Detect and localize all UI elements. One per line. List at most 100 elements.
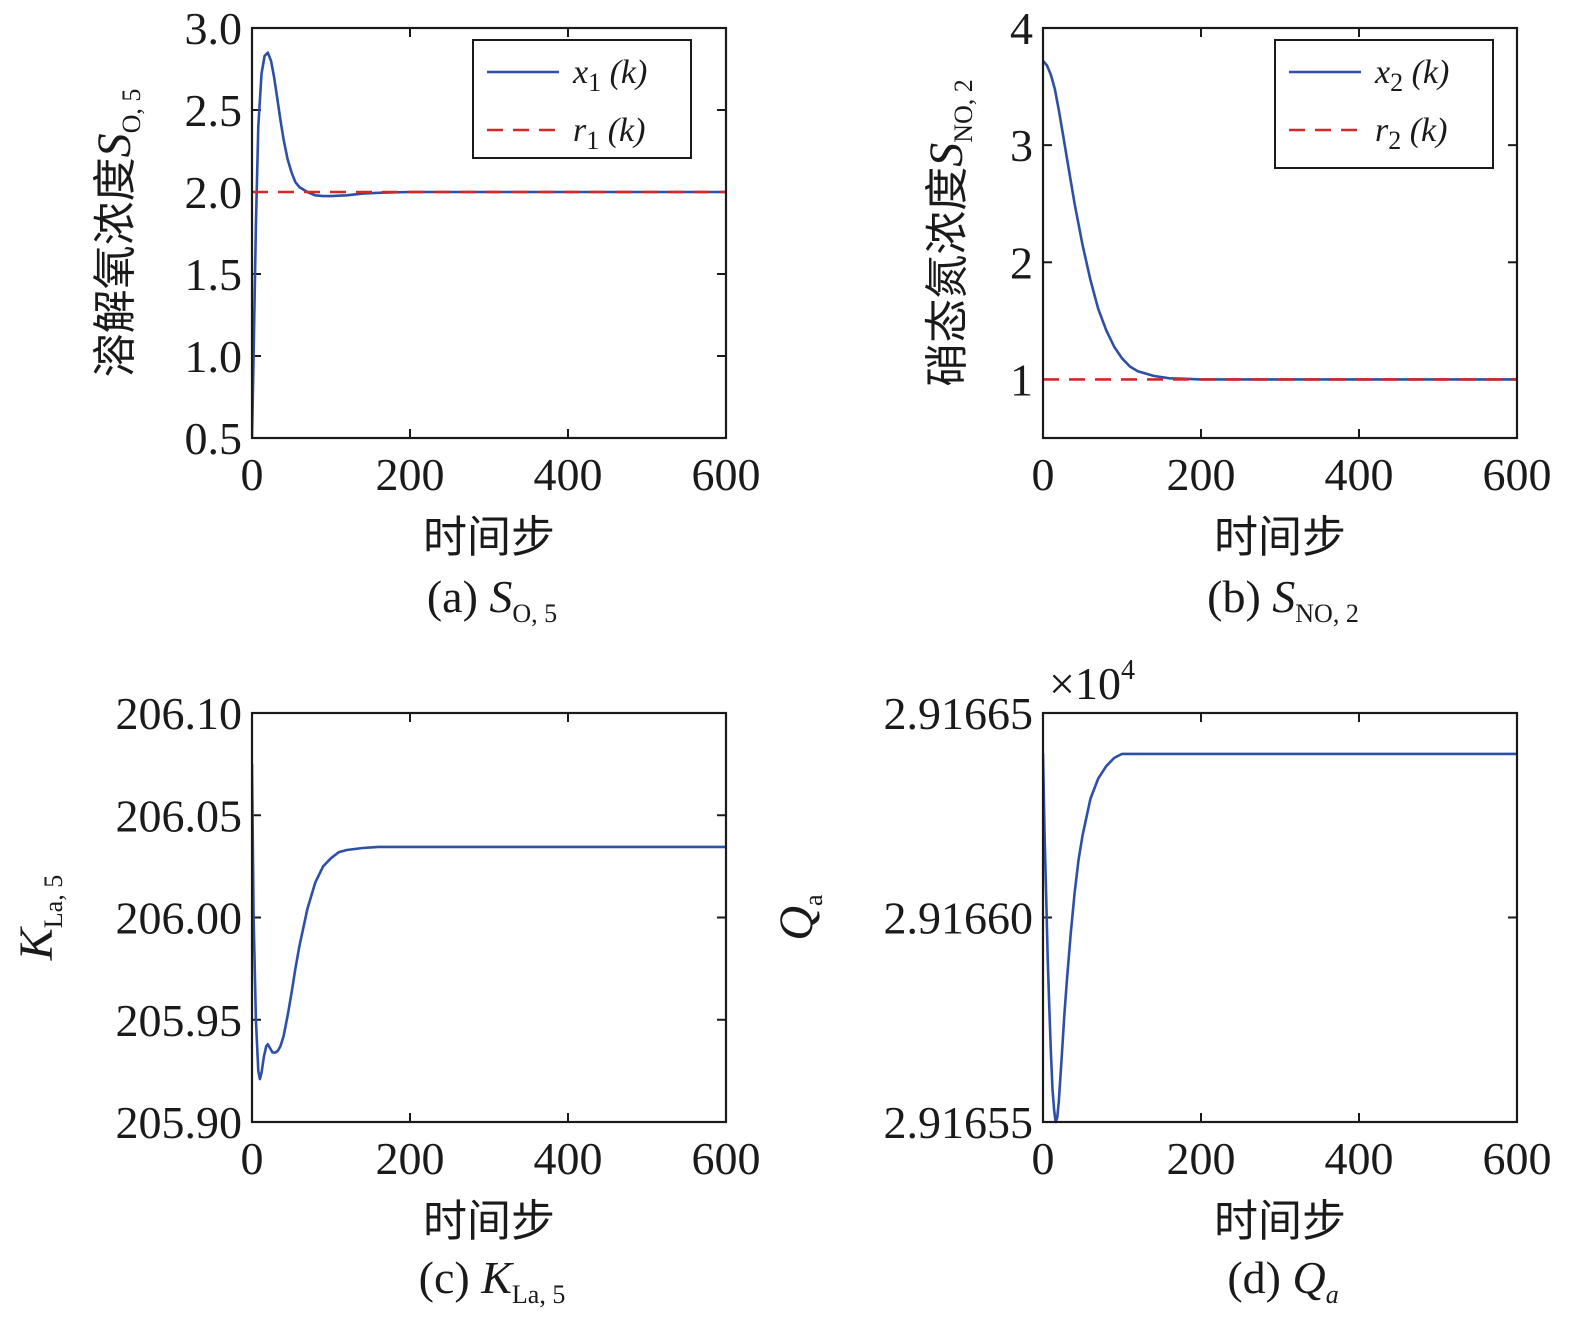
caption-math: S <box>489 571 512 622</box>
legend-box <box>472 39 692 159</box>
x-tick-label: 400 <box>534 1133 603 1184</box>
axes-frame <box>1041 711 1519 1124</box>
x-tick-label: 0 <box>1032 1133 1055 1184</box>
y-label-sub: a <box>799 894 828 906</box>
series-line-main <box>1043 752 1517 1124</box>
legend-name: r <box>1375 112 1389 149</box>
legend-arg: (k) <box>1403 54 1449 91</box>
y-label-math: S <box>88 133 141 157</box>
caption-prefix: (c) <box>419 1252 482 1303</box>
y-axis-label: 硝态氮浓度SNO, 2 <box>920 79 978 387</box>
legend-sub: 2 <box>1388 126 1401 155</box>
caption-math: S <box>1272 571 1295 622</box>
y-tick-label: 206.10 <box>116 688 243 739</box>
y-tick-label: 3.0 <box>185 3 243 54</box>
panel-caption: (c) KLa, 5 <box>419 1252 566 1309</box>
x-tick-label: 0 <box>241 449 264 500</box>
caption-sub: a <box>1326 1280 1339 1309</box>
y-label-text: 硝态氮浓度 <box>922 167 973 387</box>
caption-prefix: (a) <box>427 571 490 622</box>
legend-box <box>1274 39 1494 169</box>
axes-frame <box>250 711 728 1124</box>
x-tick-label: 400 <box>1325 1133 1394 1184</box>
y-label-math: Q <box>770 906 823 941</box>
y-tick-label: 206.05 <box>116 790 243 841</box>
y-label-math: S <box>920 143 973 167</box>
x-axis-label: 时间步 <box>1214 1196 1346 1247</box>
y-axis-label: 溶解氧浓度SO, 5 <box>88 89 146 378</box>
y-label-text: 溶解氧浓度 <box>90 157 141 377</box>
series-line-main <box>252 764 726 1081</box>
y-axis-label: KLa, 5 <box>10 875 68 961</box>
x-tick-label: 200 <box>376 449 445 500</box>
legend-name: x <box>1374 54 1390 91</box>
axis-multiplier: ×104 <box>1049 655 1135 709</box>
y-tick-label: 3 <box>1010 120 1033 171</box>
y-tick-label: 2.0 <box>185 167 243 218</box>
panel-caption: (a) SO, 5 <box>427 571 557 628</box>
panel-caption: (b) SNO, 2 <box>1207 571 1359 628</box>
x-tick-label: 400 <box>534 449 603 500</box>
axes-frame <box>250 26 728 440</box>
caption-sub: O, 5 <box>512 599 557 628</box>
x-tick-label: 200 <box>1167 449 1236 500</box>
y-tick-label: 1.0 <box>185 331 243 382</box>
series-line-x1 <box>252 51 726 439</box>
legend-sub: 1 <box>588 68 601 97</box>
caption-prefix: (b) <box>1207 571 1272 622</box>
y-axis-label: Qa <box>770 894 828 941</box>
legend: x1 (k)r1 (k) <box>472 39 692 159</box>
y-label-sub: NO, 2 <box>949 79 978 143</box>
y-label-sub: La, 5 <box>39 875 68 928</box>
caption-prefix: (d) <box>1227 1252 1292 1303</box>
legend-sub: 1 <box>586 126 599 155</box>
y-tick-label: 2.5 <box>185 85 243 136</box>
legend-name: x <box>572 54 588 91</box>
x-tick-label: 600 <box>692 449 761 500</box>
caption-sub: NO, 2 <box>1295 599 1359 628</box>
x-axis-label: 时间步 <box>1214 512 1346 563</box>
panel-c: 0 200 400 600 205.90 205.95 206.00 206.05 206.10… <box>10 688 761 1309</box>
axes-frame <box>1041 26 1519 440</box>
legend-label: x2 (k) <box>1374 54 1449 97</box>
x-tick-label: 0 <box>241 1133 264 1184</box>
multiplier-base: ×10 <box>1049 658 1121 709</box>
y-tick-label: 1 <box>1010 354 1033 405</box>
y-tick-label: 2.91655 <box>884 1097 1034 1148</box>
legend-name: r <box>573 112 587 149</box>
x-tick-label: 200 <box>376 1133 445 1184</box>
y-tick-label: 1.5 <box>185 249 243 300</box>
x-tick-label: 600 <box>692 1133 761 1184</box>
legend: x2 (k)r2 (k) <box>1274 39 1494 169</box>
panel-caption: (d) Qa <box>1227 1252 1338 1309</box>
legend-label: x1 (k) <box>572 54 647 97</box>
caption-math: K <box>480 1252 514 1303</box>
y-tick-label: 206.00 <box>116 893 243 944</box>
legend-label: r2 (k) <box>1375 112 1447 155</box>
caption-math: Q <box>1292 1252 1325 1303</box>
y-label-sub: O, 5 <box>117 89 146 134</box>
x-axis-label: 时间步 <box>423 512 555 563</box>
y-tick-label: 2.91665 <box>884 688 1034 739</box>
x-tick-label: 200 <box>1167 1133 1236 1184</box>
panel-d: 0 200 400 6002.916552.916602.91665时间步Qa×104… <box>770 655 1552 1309</box>
y-tick-label: 2.91660 <box>884 893 1034 944</box>
y-tick-label: 4 <box>1010 3 1033 54</box>
x-axis-label: 时间步 <box>423 1196 555 1247</box>
caption-sub: La, 5 <box>512 1280 565 1309</box>
x-tick-label: 600 <box>1483 1133 1552 1184</box>
y-label-math: K <box>10 925 63 961</box>
y-tick-label: 205.90 <box>116 1097 243 1148</box>
x-tick-label: 400 <box>1325 449 1394 500</box>
x-tick-label: 600 <box>1483 449 1552 500</box>
y-tick-label: 0.5 <box>185 413 243 464</box>
legend-arg: (k) <box>601 54 647 91</box>
y-tick-label: 205.95 <box>116 995 243 1046</box>
x-tick-label: 0 <box>1032 449 1055 500</box>
y-tick-label: 2 <box>1010 237 1033 288</box>
legend-arg: (k) <box>599 112 645 149</box>
legend-arg: (k) <box>1401 112 1447 149</box>
